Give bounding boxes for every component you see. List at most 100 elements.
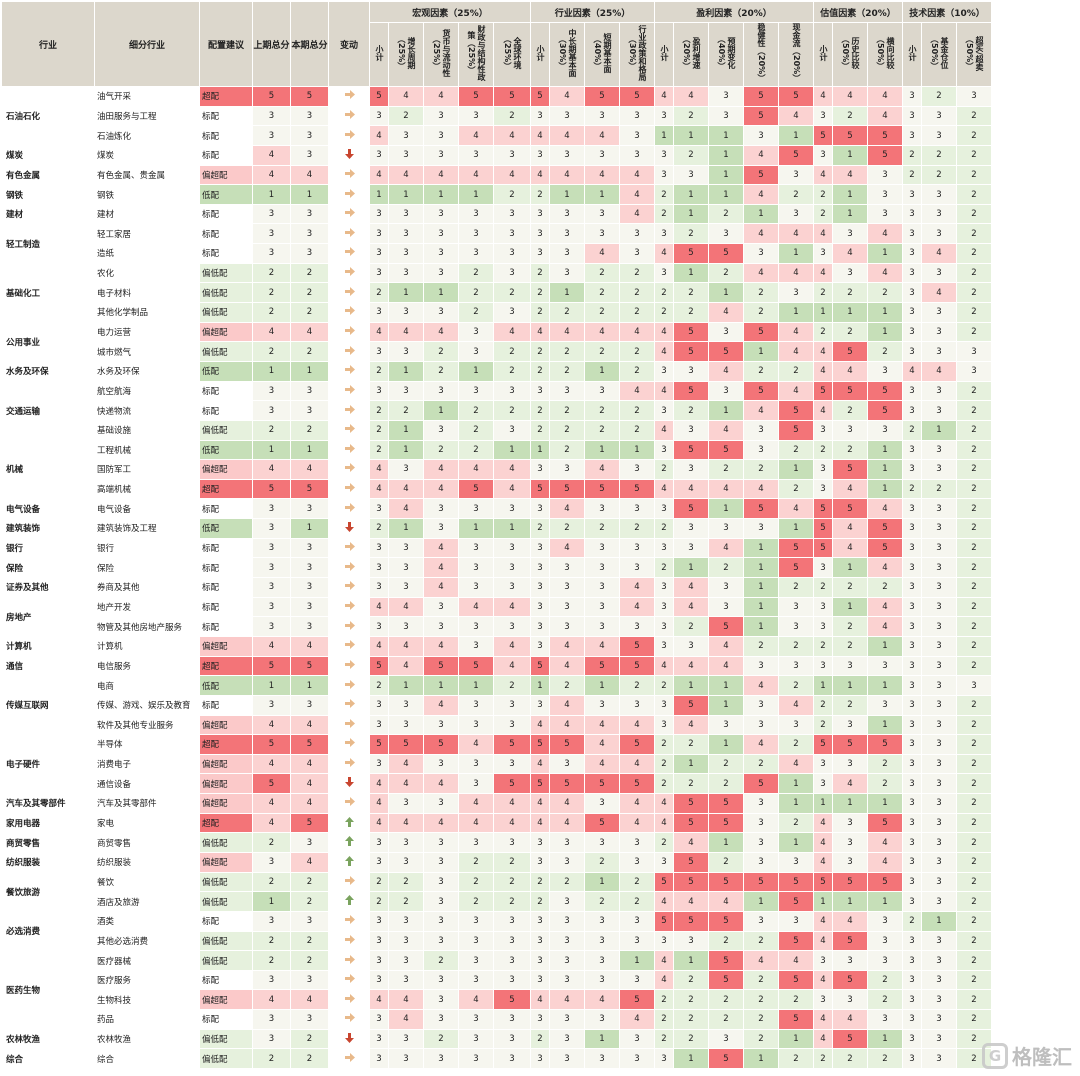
factor-score: 4 (833, 244, 867, 263)
factor-score: 1 (531, 676, 549, 695)
header-factor-label: 小计 (375, 45, 384, 61)
factor-score: 2 (903, 420, 921, 440)
prev-total-score: 2 (253, 283, 290, 303)
factor-score: 5 (833, 735, 867, 754)
factor-score: 3 (833, 990, 867, 1010)
factor-score: 3 (550, 754, 584, 774)
factor-score: 2 (655, 676, 673, 695)
industry-cell: 基础化工 (2, 263, 94, 322)
factor-score: 4 (424, 322, 458, 342)
factor-score: 4 (674, 833, 708, 852)
factor-score: 3 (620, 695, 654, 715)
curr-total-score: 3 (291, 381, 328, 401)
factor-score: 2 (655, 283, 673, 303)
factor-score: 2 (674, 401, 708, 420)
factor-score: 1 (814, 794, 832, 813)
factor-score: 3 (833, 420, 867, 440)
factor-score: 2 (709, 931, 743, 951)
factor-score: 2 (550, 342, 584, 361)
factor-score: 2 (655, 303, 673, 322)
change-cell (329, 617, 369, 636)
prev-total-score: 2 (253, 931, 290, 951)
factor-score: 3 (744, 420, 778, 440)
watermark-text: 格隆汇 (1012, 1045, 1072, 1069)
factor-score: 2 (674, 617, 708, 636)
factor-score: 5 (744, 872, 778, 892)
factor-score: 5 (814, 126, 832, 145)
factor-score: 5 (674, 911, 708, 931)
factor-score: 4 (833, 538, 867, 558)
factor-score: 3 (674, 460, 708, 479)
factor-score: 4 (550, 538, 584, 558)
factor-score: 4 (550, 695, 584, 715)
industry-cell: 轻工制造 (2, 224, 94, 263)
factor-score: 3 (585, 224, 619, 244)
factor-score: 3 (585, 538, 619, 558)
factor-score: 4 (370, 636, 388, 656)
factor-score: 1 (868, 244, 902, 263)
sub-industry-cell: 保险 (95, 558, 199, 578)
factor-score: 2 (957, 892, 991, 911)
factor-score: 5 (833, 381, 867, 401)
change-cell (329, 460, 369, 479)
prev-total-score: 4 (253, 460, 290, 479)
factor-score: 3 (655, 636, 673, 656)
curr-total-score: 4 (291, 990, 328, 1010)
factor-score: 3 (922, 440, 956, 460)
factor-score: 2 (744, 303, 778, 322)
factor-score: 3 (655, 617, 673, 636)
factor-score: 2 (957, 244, 991, 263)
factor-score: 3 (389, 715, 423, 735)
factor-score: 3 (903, 303, 921, 322)
industry-cell: 房地产 (2, 597, 94, 636)
factor-score: 3 (459, 617, 493, 636)
factor-score: 3 (585, 558, 619, 578)
sub-industry-cell: 城市燃气 (95, 342, 199, 361)
factor-score: 3 (389, 145, 423, 165)
factor-score: 3 (389, 578, 423, 597)
factor-score: 3 (550, 106, 584, 126)
table-row: 建筑装饰 建筑装饰及工程 低配 3 1 2 1 3 1 1 2 2 2 2 2 3 3 3 1 5 4 5 3 3 2 (2, 519, 991, 538)
factor-score: 5 (779, 87, 813, 106)
factor-score: 3 (620, 145, 654, 165)
factor-score: 3 (903, 283, 921, 303)
factor-score: 4 (459, 990, 493, 1010)
factor-score: 2 (531, 1029, 549, 1049)
factor-score: 2 (814, 1049, 832, 1069)
factor-score: 4 (620, 204, 654, 224)
factor-score: 2 (744, 970, 778, 990)
factor-score: 2 (389, 401, 423, 420)
header-group: 宏观因素（25%） (370, 2, 530, 22)
factor-score: 2 (957, 695, 991, 715)
sub-industry-cell: 电子材料 (95, 283, 199, 303)
factor-score: 5 (494, 87, 530, 106)
factor-score: 5 (814, 499, 832, 519)
factor-score: 1 (833, 185, 867, 204)
factor-score: 4 (833, 87, 867, 106)
arrow-right-icon (344, 934, 355, 944)
factor-score: 4 (494, 165, 530, 185)
factor-score: 3 (903, 597, 921, 617)
curr-total-score: 3 (291, 970, 328, 990)
factor-score: 5 (779, 538, 813, 558)
curr-total-score: 1 (291, 519, 328, 538)
prev-total-score: 2 (253, 263, 290, 283)
factor-score: 3 (744, 852, 778, 872)
factor-score: 4 (459, 597, 493, 617)
factor-score: 4 (814, 401, 832, 420)
factor-score: 2 (957, 263, 991, 283)
factor-score: 4 (550, 165, 584, 185)
factor-score: 2 (957, 794, 991, 813)
factor-score: 3 (903, 656, 921, 676)
factor-score: 4 (494, 460, 530, 479)
arrow-right-icon (344, 267, 355, 277)
header-factor: 小计 (655, 23, 673, 86)
arrow-right-icon (344, 758, 355, 768)
factor-score: 5 (868, 145, 902, 165)
factor-score: 3 (922, 578, 956, 597)
prev-total-score: 5 (253, 479, 290, 499)
factor-score: 5 (814, 381, 832, 401)
factor-score: 4 (494, 813, 530, 833)
recommendation-badge: 偏低配 (200, 833, 252, 852)
factor-score: 3 (814, 656, 832, 676)
